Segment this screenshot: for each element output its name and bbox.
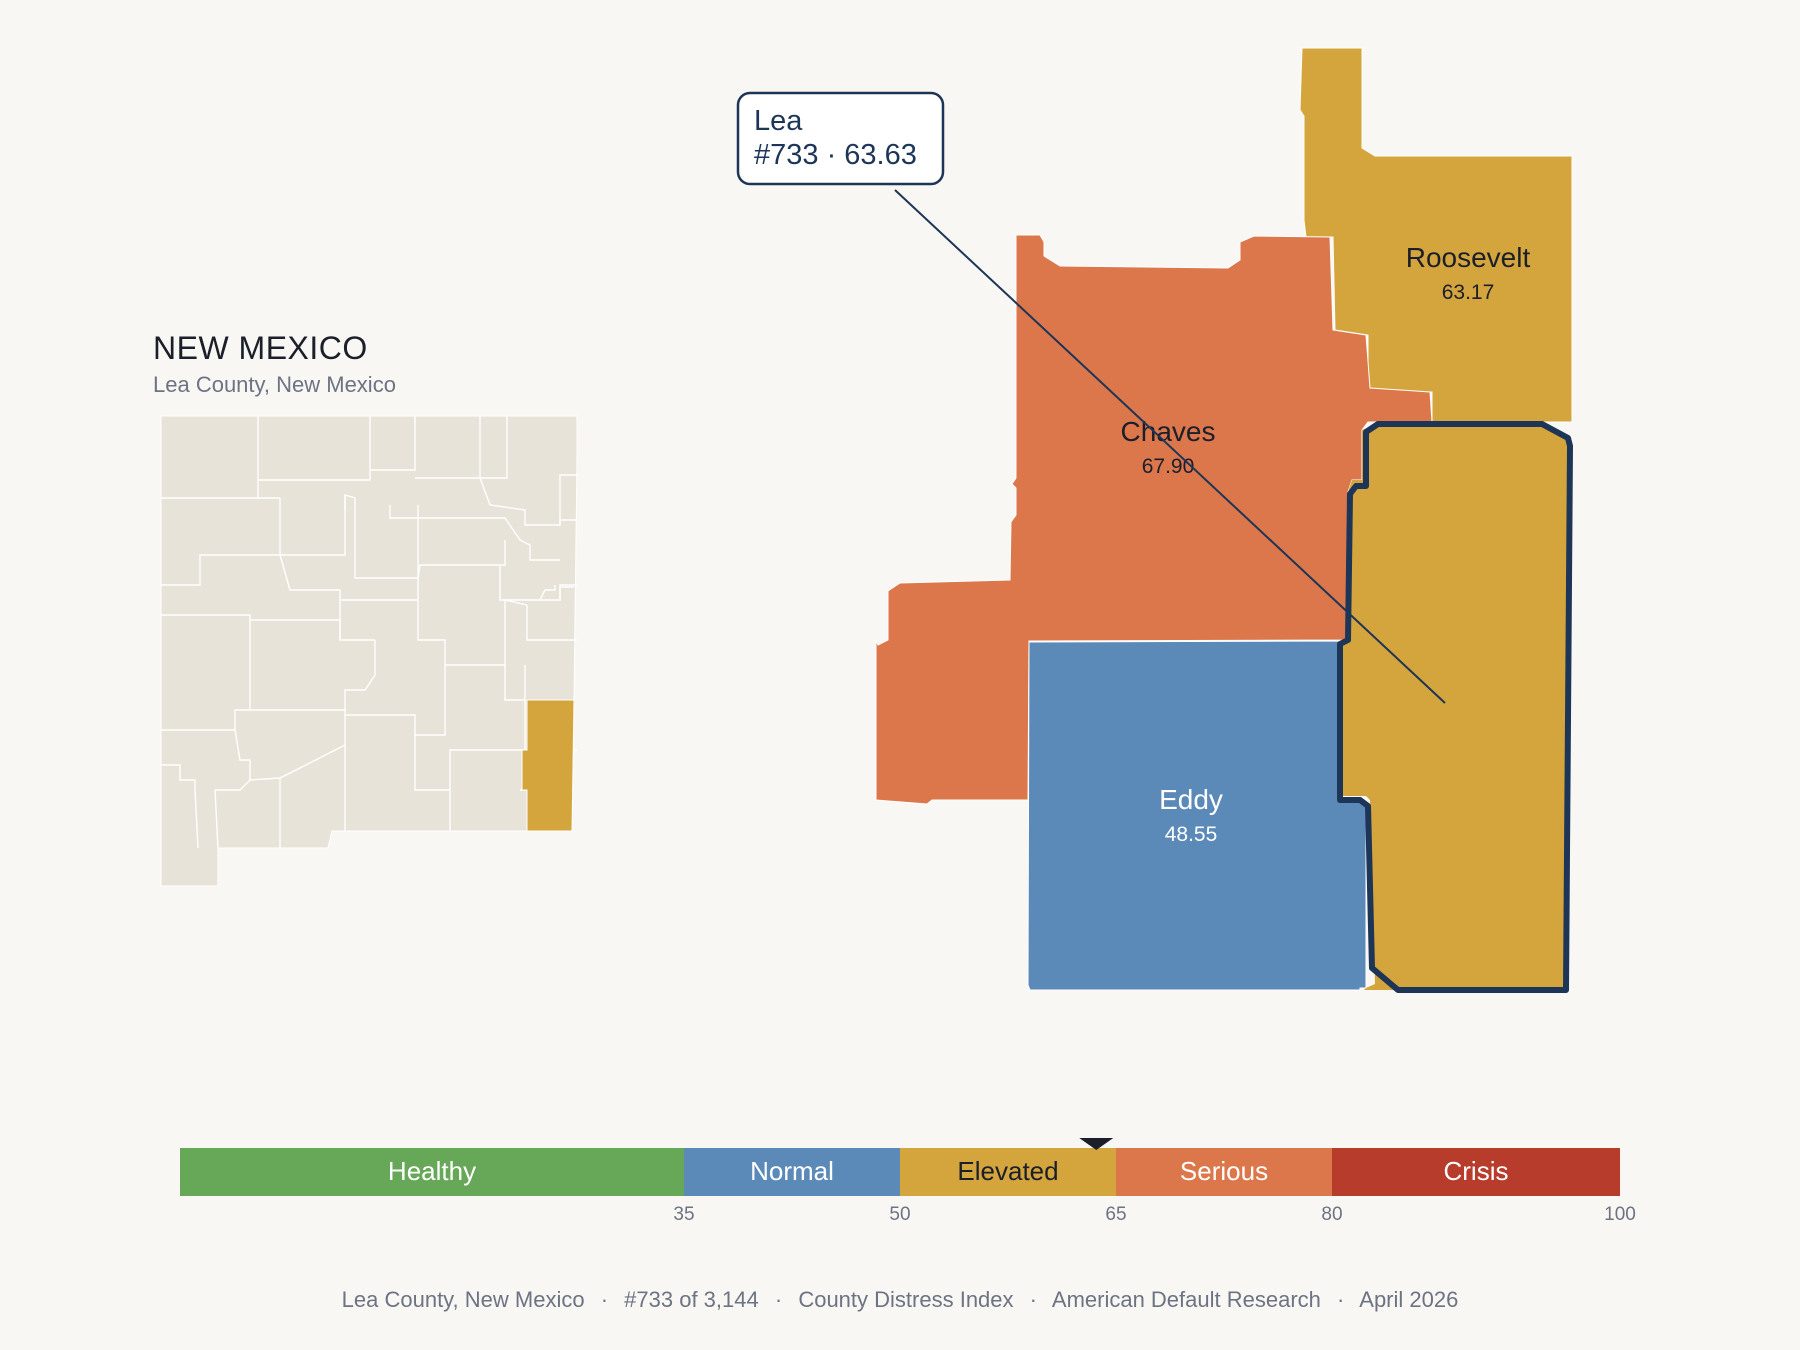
scale-segment-serious [1116, 1148, 1332, 1196]
footer-sep-3: · [1030, 1287, 1037, 1312]
state-inset-map [160, 415, 578, 887]
county-value-eddy: 48.55 [1165, 823, 1218, 846]
scale-tick-100: 100 [1604, 1204, 1636, 1225]
footer-source: American Default Research [1052, 1287, 1321, 1312]
footer-rank: #733 of 3,144 [624, 1287, 759, 1312]
scale-segment-crisis [1332, 1148, 1620, 1196]
callout-detail: #733 · 63.63 [754, 139, 917, 171]
county-label-chaves: Chaves [1121, 416, 1216, 447]
callout-leader-line [894, 189, 1446, 704]
footer-date: April 2026 [1359, 1287, 1458, 1312]
distress-scale: Healthy Normal Elevated Serious Crisis 35 50 65… [180, 1138, 1636, 1225]
lea-inset-highlight [521, 699, 575, 832]
scale-label-normal: Normal [750, 1156, 834, 1186]
callout-box [736, 91, 945, 186]
county-lea[interactable] [1340, 424, 1570, 990]
state-subtitle: Lea County, New Mexico [153, 372, 396, 397]
footer-sep-1: · [601, 1287, 608, 1312]
lea-callout: Lea #733 · 63.63 [736, 91, 945, 186]
scale-label-healthy: Healthy [388, 1156, 476, 1186]
scale-label-crisis: Crisis [1444, 1156, 1509, 1186]
county-eddy[interactable] [1027, 640, 1367, 991]
callout-name: Lea [754, 105, 803, 137]
scale-marker [1079, 1138, 1114, 1150]
county-detail-map: Roosevelt 63.17 Chaves 67.90 Eddy 48.55 … [736, 47, 1573, 993]
footer-sep-2: · [775, 1287, 782, 1312]
county-value-roosevelt: 63.17 [1442, 281, 1495, 304]
scale-tick-65: 65 [1105, 1204, 1126, 1225]
scale-label-elevated: Elevated [957, 1156, 1058, 1186]
footer-county: Lea County, New Mexico [342, 1287, 585, 1312]
scale-tick-80: 80 [1321, 1204, 1342, 1225]
scale-segment-healthy [180, 1148, 684, 1196]
state-title: NEW MEXICO [153, 330, 368, 366]
scale-label-serious: Serious [1180, 1156, 1268, 1186]
footer-text: Lea County, New Mexico · #733 of 3,144 ·… [342, 1287, 1459, 1312]
footer-sep-4: · [1337, 1287, 1344, 1312]
scale-tick-35: 35 [673, 1204, 694, 1225]
footer-index: County Distress Index [798, 1287, 1013, 1312]
scale-segment-elevated [900, 1148, 1116, 1196]
state-outline [160, 415, 578, 887]
county-borders [161, 416, 577, 849]
county-label-roosevelt: Roosevelt [1406, 242, 1531, 273]
county-lea-outline [1337, 421, 1573, 993]
county-label-eddy: Eddy [1159, 784, 1223, 815]
scale-segment-normal [684, 1148, 900, 1196]
county-value-chaves: 67.90 [1142, 455, 1195, 478]
scale-tick-50: 50 [889, 1204, 910, 1225]
